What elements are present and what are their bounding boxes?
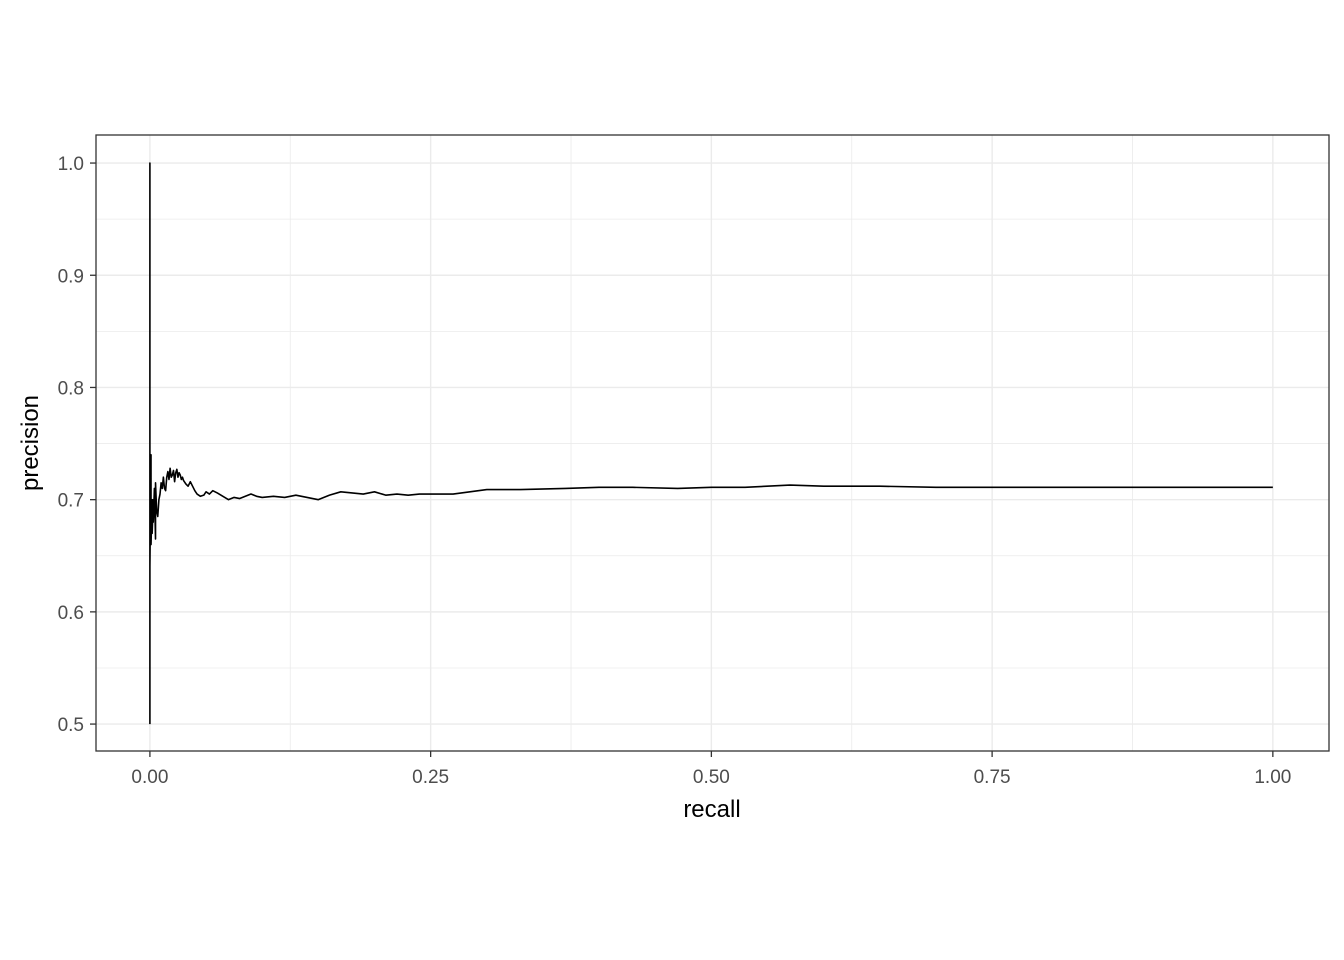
y-tick-label: 0.5 bbox=[58, 715, 84, 736]
x-tick-label: 0.50 bbox=[693, 767, 730, 788]
y-tick-label: 0.9 bbox=[58, 266, 84, 287]
precision-recall-line bbox=[149, 162, 1273, 725]
x-tick-label: 0.25 bbox=[412, 767, 449, 788]
minor-gridlines bbox=[96, 135, 1329, 751]
plot-panel bbox=[96, 135, 1329, 751]
x-axis-title: recall bbox=[683, 796, 740, 823]
major-gridlines bbox=[96, 135, 1329, 751]
y-tick-label: 0.6 bbox=[58, 603, 84, 624]
y-axis-title: precision bbox=[17, 395, 44, 491]
panel-border bbox=[95, 134, 1330, 752]
x-tick-label: 0.00 bbox=[131, 767, 168, 788]
y-tick-label: 0.8 bbox=[58, 378, 84, 399]
x-axis-ticks: 0.00 0.25 0.50 0.75 1.00 bbox=[131, 751, 1291, 788]
x-tick-label: 1.00 bbox=[1254, 767, 1291, 788]
y-axis-ticks: 0.5 0.6 0.7 0.8 0.9 1.0 bbox=[58, 154, 96, 736]
x-tick-label: 0.75 bbox=[974, 767, 1011, 788]
y-tick-label: 1.0 bbox=[58, 154, 84, 175]
y-tick-label: 0.7 bbox=[58, 491, 84, 512]
